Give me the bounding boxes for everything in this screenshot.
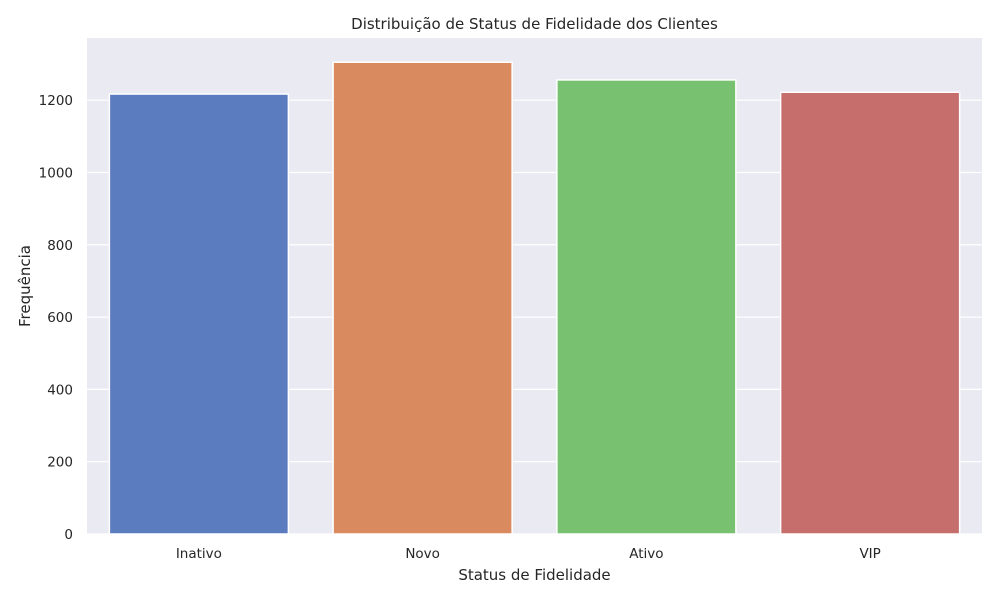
x-tick-labels: Inativo Novo Ativo VIP xyxy=(176,546,881,562)
x-tick-label: VIP xyxy=(859,546,880,562)
y-tick-label: 400 xyxy=(47,382,73,398)
x-tick-label: Ativo xyxy=(629,546,663,562)
y-tick-label: 1000 xyxy=(39,165,73,181)
chart-title: Distribuição de Status de Fidelidade dos… xyxy=(351,15,718,33)
bars xyxy=(108,61,961,535)
y-tick-labels: 0 200 400 600 800 1000 1200 xyxy=(39,93,73,543)
y-tick-label: 1200 xyxy=(39,93,73,109)
bar-vip xyxy=(779,91,961,535)
y-tick-label: 600 xyxy=(47,310,73,326)
bar-inativo xyxy=(108,93,290,535)
x-tick-label: Novo xyxy=(405,546,440,562)
y-tick-label: 800 xyxy=(47,238,73,254)
bar-novo xyxy=(332,61,513,535)
x-tick-label: Inativo xyxy=(176,546,222,562)
y-axis-label: Frequência xyxy=(16,245,34,327)
y-tick-label: 200 xyxy=(47,455,73,471)
bar-ativo xyxy=(556,79,737,535)
x-axis-label: Status de Fidelidade xyxy=(458,566,610,584)
y-tick-label: 0 xyxy=(64,527,73,543)
